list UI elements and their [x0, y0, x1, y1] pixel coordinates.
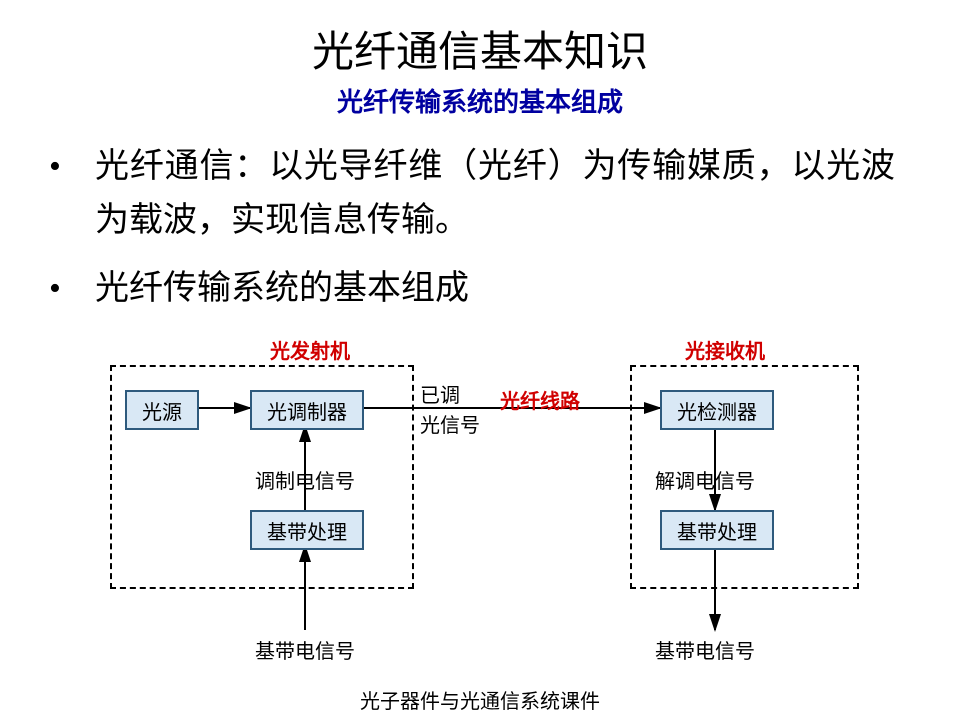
node-label: 基带处理 — [267, 516, 347, 545]
bullet-2-text: 光纤传输系统的基本组成 — [95, 262, 895, 316]
label-fiber-line: 光纤线路 — [500, 385, 580, 414]
node-label: 光检测器 — [677, 396, 757, 425]
node-rx-baseband: 基带处理 — [660, 510, 774, 550]
label-modulated-1: 已调 — [420, 379, 460, 408]
label-transmitter-title: 光发射机 — [270, 335, 350, 364]
label-modulated-2: 光信号 — [420, 409, 480, 438]
page-title: 光纤通信基本知识 — [0, 18, 960, 79]
bullet-1-text: 光纤通信：以光导纤维（光纤）为传输媒质，以光波为载波，实现信息传输。 — [95, 140, 895, 249]
slide-page: 光纤通信基本知识 光纤传输系统的基本组成 • 光纤通信：以光导纤维（光纤）为传输… — [0, 0, 960, 720]
bullet-2: • 光纤传输系统的基本组成 — [55, 262, 895, 316]
node-label: 光源 — [142, 396, 182, 425]
bullet-1: • 光纤通信：以光导纤维（光纤）为传输媒质，以光波为载波，实现信息传输。 — [55, 140, 895, 249]
node-light-source: 光源 — [125, 390, 199, 430]
system-diagram: 光源 光调制器 基带处理 光检测器 基带处理 光发射机 光接收机 光纤线路 已调… — [100, 335, 880, 685]
node-tx-baseband: 基带处理 — [250, 510, 364, 550]
label-baseband-out: 基带电信号 — [655, 635, 755, 664]
node-label: 光调制器 — [267, 396, 347, 425]
node-label: 基带处理 — [677, 516, 757, 545]
label-baseband-in: 基带电信号 — [255, 635, 355, 664]
label-mod-signal: 调制电信号 — [255, 465, 355, 494]
page-subtitle: 光纤传输系统的基本组成 — [0, 82, 960, 119]
node-modulator: 光调制器 — [250, 390, 364, 430]
label-demod-signal: 解调电信号 — [655, 465, 755, 494]
bullet-dot-icon: • — [49, 140, 61, 194]
slide-footer: 光子器件与光通信系统课件 — [0, 685, 960, 714]
label-receiver-title: 光接收机 — [685, 335, 765, 364]
node-detector: 光检测器 — [660, 390, 774, 430]
bullet-dot-icon: • — [49, 262, 61, 316]
